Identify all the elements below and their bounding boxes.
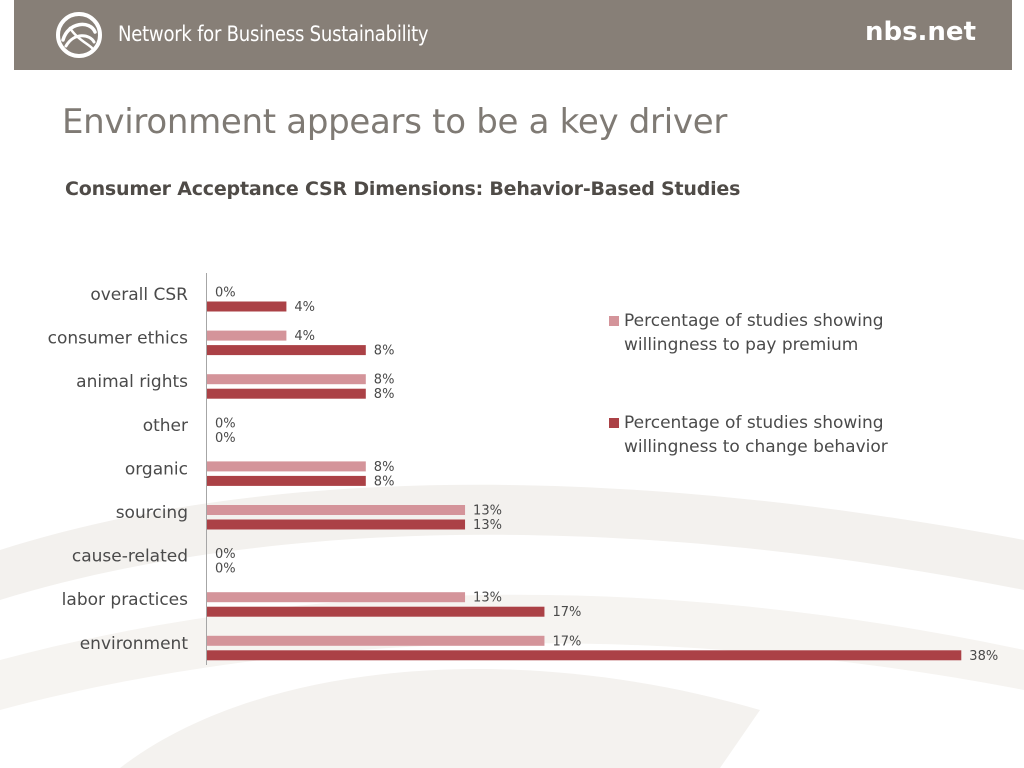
bar-sourcing-series-2 [207,519,466,530]
bar-overall-csr-series-2 [207,301,287,312]
data-label-animal-rights-series-2: 8% [374,387,395,402]
bar-labor-practices-series-2 [207,606,545,617]
data-label-organic-series-2: 8% [374,474,395,489]
category-label-overall-csr: overall CSR [90,285,188,305]
bar-animal-rights-series-1 [207,374,366,385]
bar-group: overall CSR 0% 4% consumer ethics 4% 8% animal… [48,285,999,664]
category-label-cause-related: cause-related [72,547,188,567]
bar-labor-practices-series-1 [207,592,466,603]
category-label-environment: environment [80,634,189,654]
chart-title: Consumer Acceptance CSR Dimensions: Beha… [65,178,741,200]
bar-environment-series-2 [207,650,962,661]
bar-organic-series-2 [207,475,366,486]
data-label-overall-csr-series-2: 4% [294,300,315,315]
org-name: Network for Business Sustainability [118,22,429,46]
category-label-sourcing: sourcing [116,503,188,523]
data-label-sourcing-series-1: 13% [473,504,502,519]
bar-environment-series-1 [207,635,545,646]
data-label-consumer-ethics-series-1: 4% [294,329,315,344]
data-label-other-series-1: 0% [215,416,236,431]
bar-animal-rights-series-2 [207,388,366,399]
bar-organic-series-1 [207,461,366,472]
data-label-labor-practices-series-1: 13% [473,591,502,606]
circular-swirl-logo-icon [56,12,102,58]
data-label-organic-series-1: 8% [374,460,395,475]
data-label-animal-rights-series-1: 8% [374,373,395,388]
category-label-animal-rights: animal rights [76,372,188,392]
bar-sourcing-series-1 [207,505,466,515]
data-label-overall-csr-series-1: 0% [215,286,236,301]
data-label-cause-related-series-1: 0% [215,547,236,562]
slide-title: Environment appears to be a key driver [62,102,727,142]
legend-swatch-premium [609,316,619,326]
bar-consumer-ethics-series-1 [207,330,287,341]
header-bar: Network for Business Sustainability nbs.… [14,0,1012,70]
legend-label-premium: Percentage of studies showing willingnes… [624,311,884,355]
data-label-environment-series-1: 17% [552,634,581,649]
legend-swatch-change-behavior [609,418,619,428]
category-label-other: other [143,416,188,436]
data-label-cause-related-series-2: 0% [215,562,236,577]
data-label-environment-series-2: 38% [969,649,998,664]
data-label-consumer-ethics-series-2: 8% [374,344,395,359]
legend-label-change-behavior: Percentage of studies showing willingnes… [624,413,888,457]
data-label-other-series-2: 0% [215,431,236,446]
category-label-consumer-ethics: consumer ethics [48,329,189,349]
data-label-labor-practices-series-2: 17% [552,605,581,620]
site-url: nbs.net [864,17,976,47]
data-label-sourcing-series-2: 13% [473,518,502,533]
category-label-organic: organic [125,459,188,479]
category-label-labor-practices: labor practices [62,590,188,610]
bar-consumer-ethics-series-2 [207,345,366,356]
